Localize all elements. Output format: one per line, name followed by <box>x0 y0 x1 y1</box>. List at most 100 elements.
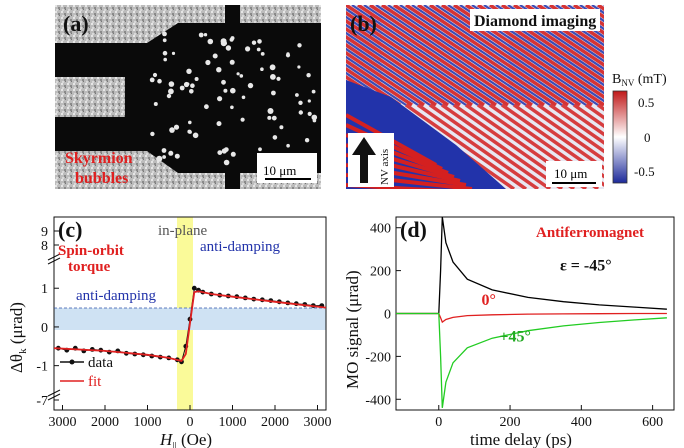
skyrmion-bubble <box>271 115 277 121</box>
device-strip <box>55 5 321 189</box>
domain-stripe-red <box>369 5 521 107</box>
y-tick-label: 1 <box>41 282 48 297</box>
skyrmion-bubble <box>298 110 303 115</box>
series-label: 0° <box>482 292 496 309</box>
skyrmion-bubble <box>162 38 167 43</box>
panel-b-title-box <box>470 9 600 31</box>
x-tick-label: 3000 <box>49 415 77 430</box>
skyrmion-bubble <box>230 151 236 157</box>
domain-stripe-blue <box>591 5 604 15</box>
skyrmion-bubble <box>271 90 276 96</box>
domain-stripe-blue <box>375 5 527 106</box>
domain-stripe-red <box>560 103 604 137</box>
skyrmion-bubble <box>186 82 190 86</box>
skyrmion-bubble <box>239 74 244 78</box>
skyrmion-bubble <box>166 93 172 99</box>
skyrmion-bubble <box>186 68 192 74</box>
domain-stripe-red <box>393 5 545 107</box>
domain-stripe-blue <box>628 5 684 105</box>
skyrmion-bubble <box>156 155 163 162</box>
domain-stripe-blue <box>363 5 515 106</box>
domain-stripe-red <box>381 5 533 107</box>
skyrmion-bubble <box>230 87 236 94</box>
anti-damping-left-label: anti-damping <box>76 288 156 304</box>
domain-stripe-blue <box>664 5 684 105</box>
colorbar-title: BNV (mT) <box>612 72 667 88</box>
y-tick-label: 9 <box>41 225 48 240</box>
skyrmion-bubble <box>149 77 155 83</box>
skyrmion-bubble <box>203 33 208 37</box>
panel-a-label: (a) <box>63 11 89 36</box>
panel-c-xlabel: H|| (Oe) <box>159 430 212 448</box>
y-tick-label: -7 <box>36 394 48 409</box>
skyrmion-bubble <box>223 159 230 166</box>
skyrmion-bubble <box>162 31 167 37</box>
domain-stripe-blue <box>346 23 467 106</box>
skyrmion-bubble <box>163 57 167 62</box>
x-tick-label: 600 <box>642 415 663 430</box>
skyrmion-bubble <box>171 51 176 56</box>
panel-a-caption-2: bubbles <box>75 170 128 187</box>
x-tick-label: 0 <box>435 415 442 430</box>
sot-label-1: Spin-orbit <box>58 243 124 259</box>
skyrmion-bubble <box>194 77 199 81</box>
anti-damping-right-label: anti-damping <box>200 239 280 255</box>
domain-stripe-red <box>512 103 604 171</box>
domain-stripe-blue <box>616 5 684 105</box>
x-tick-label: 1000 <box>219 415 247 430</box>
x-tick-label: 3000 <box>304 415 332 430</box>
series-label: ε = -45° <box>560 258 612 275</box>
x-tick-label: 0 <box>187 415 194 430</box>
skyrmion-bubble <box>251 40 257 45</box>
domain-stripe-blue <box>346 55 419 106</box>
skyrmion-bubble <box>295 93 299 97</box>
skyrmion-bubble <box>269 64 276 71</box>
domain-stripe-red <box>357 5 509 107</box>
skyrmion-bubble <box>212 53 218 59</box>
skyrmion-bubble <box>192 132 199 139</box>
axis-break-mark <box>47 253 61 265</box>
skyrmion-bubble <box>216 67 222 73</box>
domain-stripe-blue <box>346 47 431 106</box>
domain-stripe-blue <box>346 39 443 106</box>
skyrmion-bubble <box>162 155 166 159</box>
skyrmion-bubble <box>272 135 278 140</box>
domain-stripe-red <box>670 5 684 105</box>
domain-stripe-red <box>440 103 564 189</box>
x-tick-label: 2000 <box>261 415 289 430</box>
skyrmion-bubble <box>312 118 317 123</box>
series-label: +45° <box>499 328 531 345</box>
x-tick-label: 200 <box>500 415 521 430</box>
skyrmion-bubble <box>229 59 235 65</box>
domain-stripe-blue <box>640 5 684 105</box>
skyrmion-bubble <box>157 78 162 84</box>
domain-stripe-red <box>346 5 497 107</box>
skyrmion-bubble <box>236 72 240 76</box>
series-line <box>396 216 667 315</box>
skyrmion-bubble <box>169 127 175 133</box>
y-tick-label: -1 <box>36 360 48 375</box>
panel-a: (a) Skyrmion bubbles 10 μm <box>55 5 321 189</box>
skyrmion-bubble <box>298 100 303 106</box>
skyrmion-bubble <box>307 111 312 116</box>
panel-b: (b) Diamond imaging NV axis 10 μm BNV (m… <box>346 5 684 189</box>
x-tick-label: 1000 <box>134 415 162 430</box>
domain-stripe-red <box>524 103 604 162</box>
skyrmion-bubble <box>198 32 204 38</box>
skyrmion-bubble <box>311 114 318 121</box>
domain-stripe-red <box>346 42 437 107</box>
skyrmion-bubble <box>307 99 311 103</box>
skyrmion-bubble <box>223 88 228 93</box>
skyrmion-bubble <box>190 83 195 88</box>
skyrmion-bubble <box>168 81 175 87</box>
domain-stripe-red <box>346 26 461 107</box>
domain-stripe-blue <box>346 63 407 106</box>
colorbar-tick-mid: 0 <box>644 130 651 145</box>
skyrmion-bubble <box>230 105 234 110</box>
skyrmion-bubble <box>245 46 251 52</box>
domain-stripe-blue <box>346 71 395 106</box>
data-point <box>191 285 197 291</box>
skyrmion-bubble <box>188 120 192 125</box>
panel-c-label: (c) <box>58 217 82 242</box>
